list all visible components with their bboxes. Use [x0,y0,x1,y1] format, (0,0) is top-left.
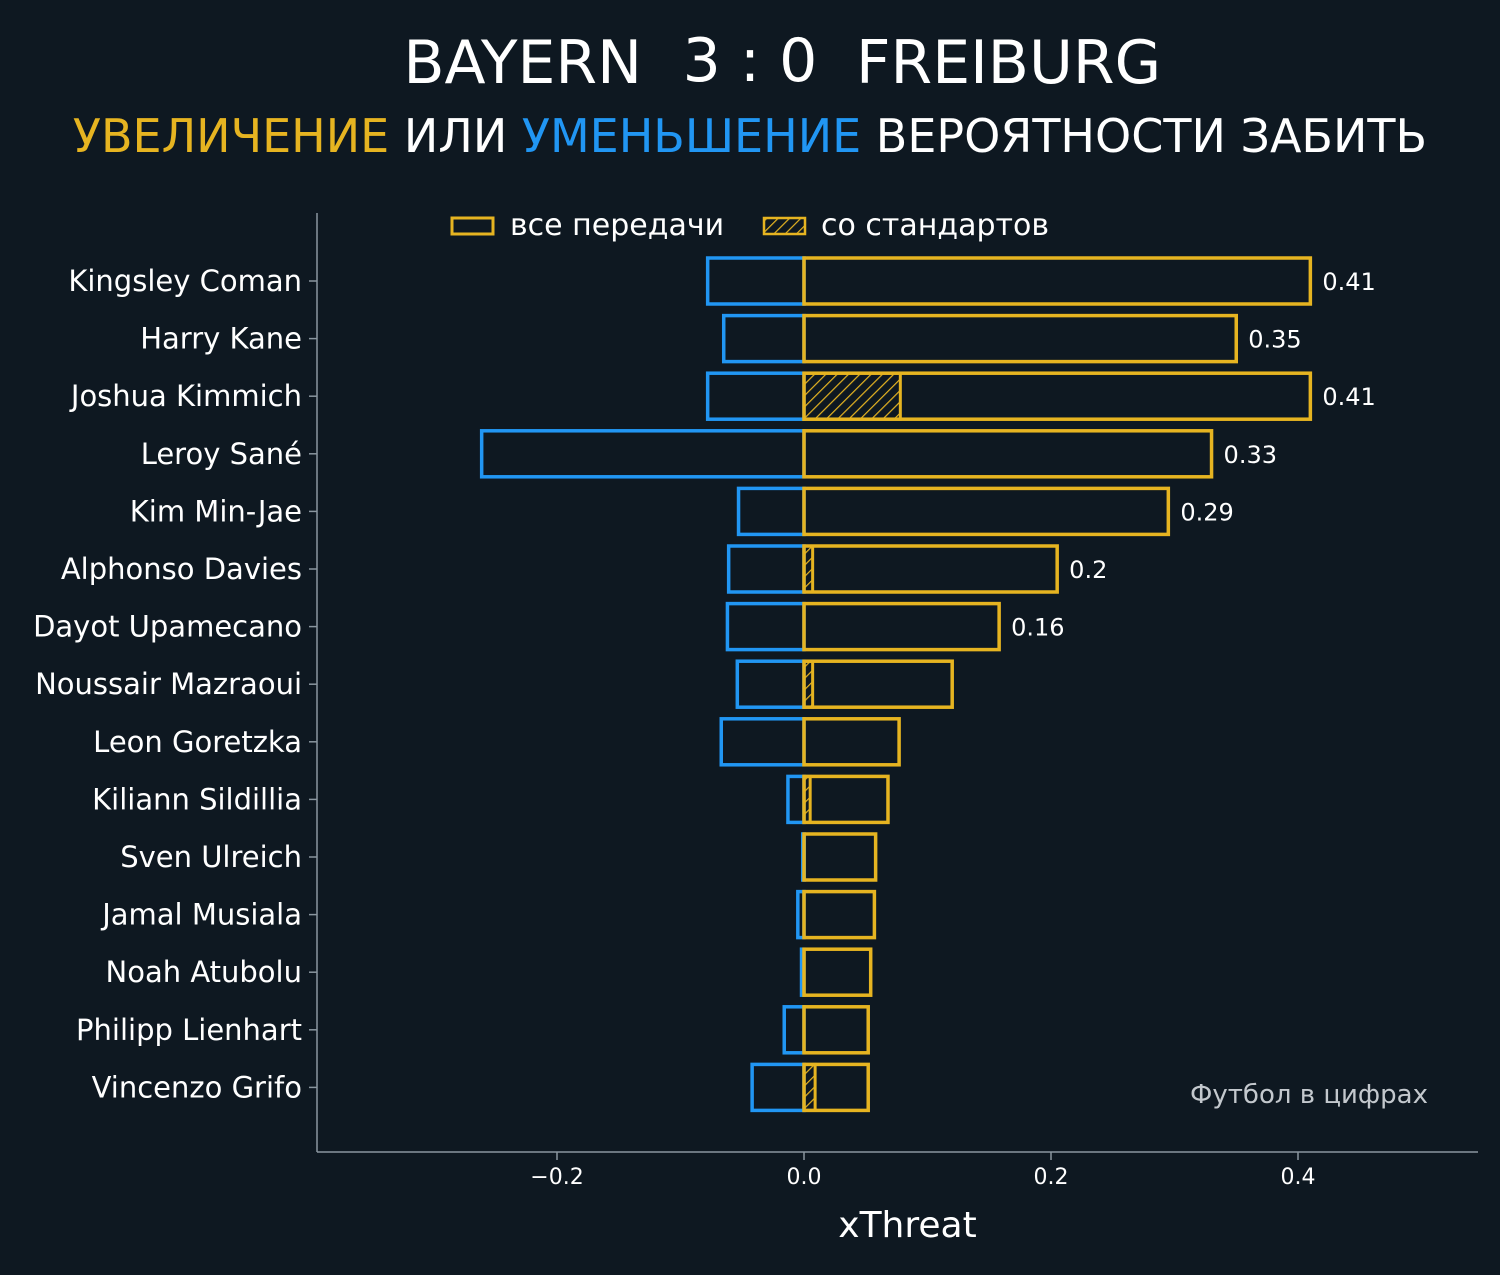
legend-label-all-passes: все передачи [510,208,724,243]
decrease-bar [786,774,806,825]
legend-swatch-all-passes [450,216,495,236]
y-tick-label: Dayot Upamecano [33,610,302,644]
decrease-bar [719,717,806,767]
value-label: 0.35 [1248,326,1301,354]
value-label: 0.33 [1224,441,1277,469]
increase-bar [802,717,901,767]
y-tick-label: Alphonso Davies [61,552,302,586]
decrease-bar [721,313,806,364]
value-label: 0.41 [1322,383,1375,411]
increase-bar [802,486,1171,537]
subtitle-or: ИЛИ [403,109,508,163]
watermark: Футбол в цифрах [1190,1080,1428,1110]
subtitle-rest: ВЕРОЯТНОСТИ ЗАБИТЬ [875,109,1428,163]
y-tick-label: Philipp Lienhart [76,1013,302,1047]
chart-labels: −0.2 0.0 0.2 0.4 xThreat Kingsley Coman 0.41 Ha… [33,264,1376,1246]
subtitle-increase: УВЕЛИЧЕНИЕ [72,109,390,163]
away-team: FREIBURG [856,28,1162,98]
value-label: 0.29 [1180,498,1233,526]
x-tick-label: −0.2 [530,1165,583,1190]
increase-bar [802,1062,870,1113]
increase-bar [802,601,1001,652]
chart-subtitle: УВЕЛИЧЕНИЕ ИЛИ УМЕНЬШЕНИЕ ВЕРОЯТНОСТИ ЗА… [0,104,1500,168]
decrease-bar [705,371,806,421]
x-tick-label: 0.2 [1034,1165,1069,1190]
x-tick-label: 0.4 [1281,1165,1316,1190]
decrease-bar [782,1005,806,1055]
decrease-bar [735,659,806,709]
home-team: BAYERN [403,28,642,98]
y-tick-label: Kingsley Coman [68,264,302,298]
subtitle-decrease: УМЕНЬШЕНИЕ [521,109,862,163]
increase-bar [802,1005,870,1055]
decrease-bar [726,544,806,594]
y-tick-label: Sven Ulreich [120,840,302,874]
increase-bar [802,947,873,997]
y-tick-label: Noah Atubolu [106,955,302,989]
y-tick-label: Kim Min-Jae [130,494,302,528]
increase-bar [802,256,1313,306]
value-label: 0.41 [1322,268,1375,296]
y-tick-label: Joshua Kimmich [69,379,302,413]
chart-bars [479,256,1313,1113]
chart-axes [309,213,1478,1160]
increase-bar [802,313,1238,364]
decrease-bar [725,601,806,652]
legend-label-set-pieces: со стандартов [821,208,1049,243]
x-axis-label: xThreat [838,1205,976,1246]
y-tick-label: Noussair Mazraoui [35,667,302,701]
decrease-bar [736,486,806,537]
y-tick-label: Jamal Musiala [100,898,302,932]
increase-bar [802,889,877,940]
y-tick-label: Kiliann Sildillia [92,782,302,816]
y-tick-label: Leon Goretzka [93,725,302,759]
increase-bar [802,659,954,709]
y-tick-label: Vincenzo Grifo [92,1070,302,1104]
value-label: 0.2 [1069,556,1107,584]
increase-bar [802,774,890,825]
increase-bar [802,429,1214,479]
decrease-bar [750,1062,806,1113]
legend-swatch-set-pieces [762,216,807,236]
increase-bar [802,832,878,882]
x-tick-label: 0.0 [787,1165,822,1190]
setpiece-bar [802,371,902,421]
chart-legend: все передачи со стандартов [450,208,1049,243]
decrease-bar [705,256,806,306]
decrease-bar [479,429,806,479]
increase-bar [802,371,1313,421]
increase-bar [802,544,1059,594]
value-label: 0.16 [1011,614,1064,642]
chart-header: BAYERN 3 : 0 FREIBURG УВЕЛИЧЕНИЕ ИЛИ УМЕ… [0,0,1500,200]
y-tick-label: Harry Kane [140,322,302,356]
match-score: 3 : 0 [682,26,818,96]
y-tick-label: Leroy Sané [141,437,302,471]
